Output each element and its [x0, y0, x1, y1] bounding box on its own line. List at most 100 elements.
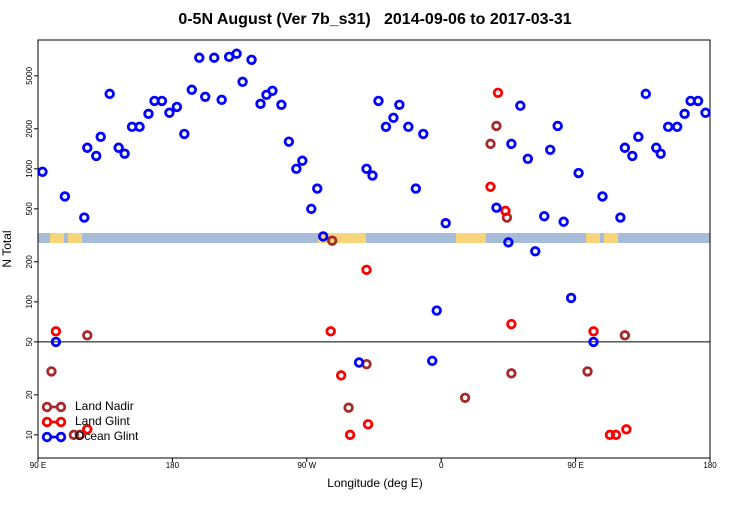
point [46, 366, 57, 377]
point [633, 131, 644, 143]
point [267, 85, 278, 96]
point [539, 211, 550, 222]
point [68, 429, 80, 441]
y-axis-label: N Total [0, 230, 14, 267]
x-tick-label: 90 E [30, 461, 46, 470]
point [558, 216, 569, 227]
point [297, 155, 308, 166]
point [326, 235, 338, 246]
point [373, 95, 384, 107]
legend-marker [41, 431, 53, 443]
point [388, 112, 399, 123]
point [361, 264, 372, 276]
point [59, 191, 71, 202]
point [700, 107, 711, 118]
point [255, 98, 266, 110]
band-land [50, 233, 64, 243]
point [506, 138, 517, 150]
point [312, 183, 323, 194]
surface-band [38, 233, 710, 243]
y-tick-label: 5000 [25, 66, 34, 84]
legend-marker [41, 401, 53, 413]
point [619, 330, 631, 341]
legend-marker [55, 416, 67, 428]
point [655, 148, 666, 159]
point [597, 191, 608, 202]
point [37, 166, 48, 177]
point [427, 355, 438, 367]
point [604, 429, 616, 441]
y-tick-label: 10 [25, 430, 34, 439]
point [50, 326, 62, 337]
point [246, 54, 257, 66]
point [186, 84, 198, 95]
point [552, 120, 563, 132]
point [431, 305, 442, 316]
point [410, 183, 422, 194]
band-ocean [38, 233, 710, 243]
point [361, 163, 372, 175]
point [491, 120, 502, 132]
point [640, 88, 651, 100]
point [74, 429, 86, 441]
point [619, 142, 631, 153]
point [362, 419, 374, 430]
x-tick-label: 180 [703, 461, 717, 470]
point [291, 163, 302, 175]
x-axis-label: Longitude (deg E) [327, 476, 422, 490]
point [325, 326, 336, 337]
point [216, 94, 227, 106]
point [573, 167, 584, 179]
point [306, 203, 317, 215]
point [485, 138, 496, 150]
legend-label: Ocean Glint [75, 429, 139, 443]
point [492, 87, 504, 98]
legend-marker [55, 431, 67, 443]
legend-label: Land Nadir [75, 399, 134, 413]
y-tick-label: 100 [25, 295, 34, 309]
point [627, 150, 638, 162]
point [367, 170, 378, 181]
point [91, 150, 102, 162]
band-land [318, 233, 366, 243]
point [506, 318, 517, 330]
point [95, 131, 106, 143]
point [353, 357, 365, 368]
point [283, 136, 295, 147]
point [588, 326, 599, 337]
band-land [586, 233, 600, 243]
point [506, 368, 517, 379]
y-tick-label: 1000 [25, 159, 34, 177]
point [171, 101, 183, 113]
point [679, 108, 690, 120]
point [82, 142, 93, 153]
y-tick-label: 200 [25, 255, 34, 269]
point [522, 153, 534, 164]
point [134, 121, 145, 132]
point [615, 212, 626, 223]
point [588, 336, 599, 348]
point [200, 91, 211, 102]
point [209, 52, 220, 63]
point [530, 246, 541, 257]
point [179, 128, 190, 140]
point [565, 292, 577, 304]
point [335, 370, 347, 381]
point [231, 48, 242, 59]
point [380, 121, 392, 132]
point [545, 144, 556, 156]
point [344, 429, 356, 441]
point [164, 107, 175, 118]
point [79, 212, 90, 223]
point [692, 95, 704, 107]
point [500, 205, 511, 217]
point [491, 202, 502, 213]
point [394, 99, 405, 110]
point [82, 424, 93, 435]
y-tick-label: 2000 [25, 119, 34, 137]
y-tick-label: 500 [25, 202, 34, 216]
point [459, 392, 471, 403]
chart-title: 0-5N August (Ver 7b_s31) 2014-09-06 to 2… [178, 11, 571, 28]
legend-marker [55, 401, 67, 413]
point [113, 142, 124, 153]
